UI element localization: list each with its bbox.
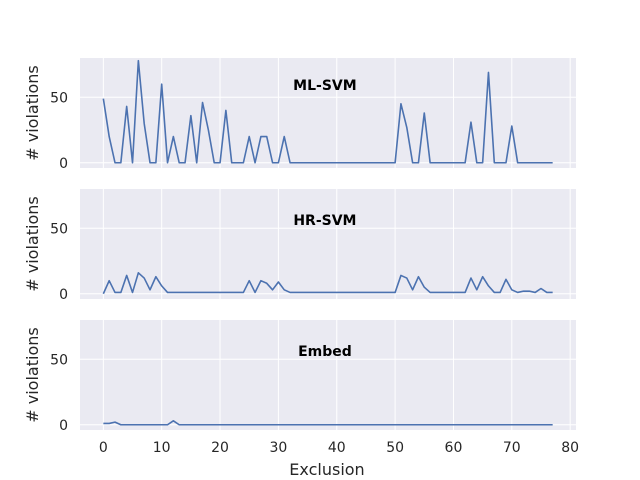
x-tick-label: 80 [561,440,579,456]
x-tick-label: 70 [503,440,521,456]
panel-ml-svm: 0 50 # violations ML-SVM [23,58,576,172]
y-tick-label: 0 [59,287,68,303]
series-line [103,420,553,426]
x-axis-label: Exclusion [289,460,364,479]
panel-title: Embed [298,344,352,360]
y-axis-label: # violations [23,327,42,422]
y-tick-label: 0 [59,156,68,172]
plot-area [80,58,576,168]
plot-area [80,320,576,430]
chart-panels: 0 50 # violations ML-SVM 0 50 # violations HR-S… [23,58,579,456]
y-tick-label: 0 [59,418,68,434]
x-tick-label: 30 [269,440,287,456]
panel-title: ML-SVM [293,78,357,94]
panel-title: HR-SVM [293,213,356,229]
x-tick-label: 0 [99,440,108,456]
y-axis-label: # violations [23,65,42,160]
y-tick-label: 50 [50,352,68,368]
panel-hr-svm: 0 50 # violations HR-SVM [23,189,576,303]
y-tick-label: 50 [50,90,68,106]
x-tick-label: 60 [445,440,463,456]
x-tick-label: 50 [386,440,404,456]
y-tick-label: 50 [50,221,68,237]
y-axis-label: # violations [23,196,42,291]
x-tick-label: 40 [328,440,346,456]
x-tick-label: 20 [211,440,229,456]
x-tick-label: 10 [153,440,171,456]
panel-embed: 0 50 # violations Embed [23,320,576,434]
plot-area [80,189,576,299]
series-line [102,272,553,295]
series-line [102,59,553,164]
